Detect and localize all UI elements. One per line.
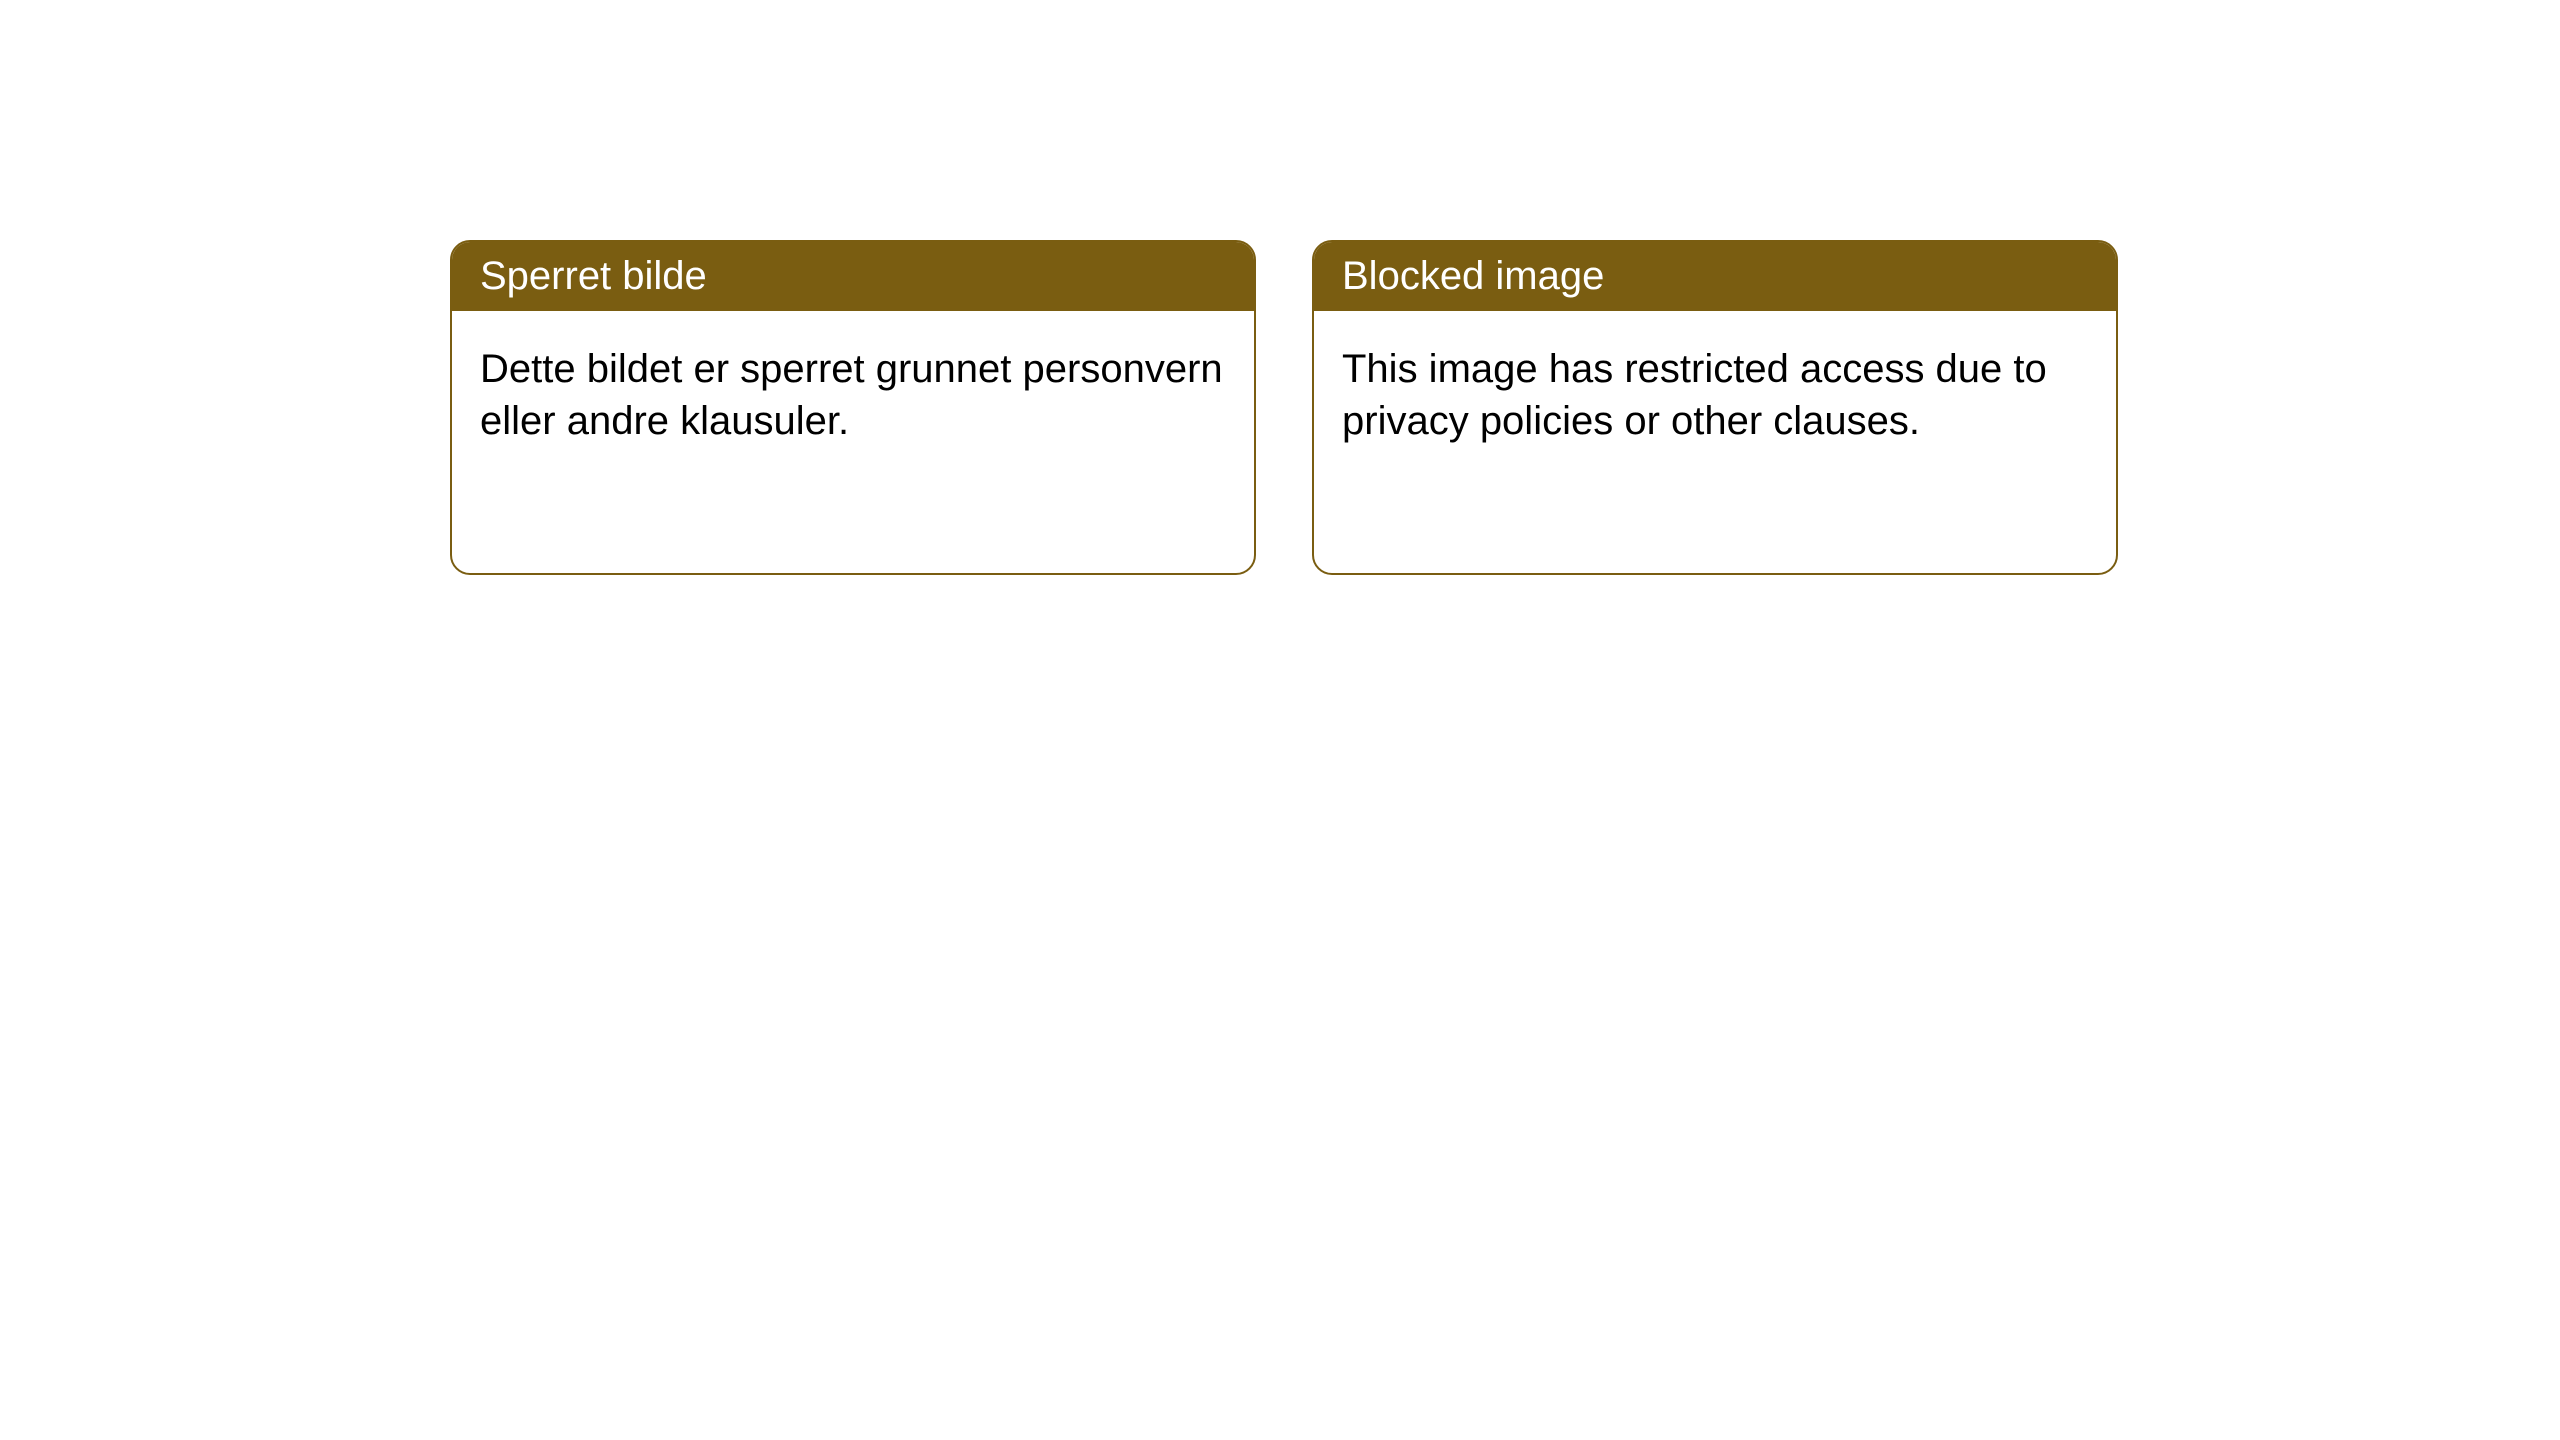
notice-title: Blocked image [1314,242,2116,311]
notice-body: This image has restricted access due to … [1314,311,2116,479]
notice-card-english: Blocked image This image has restricted … [1312,240,2118,575]
notice-title: Sperret bilde [452,242,1254,311]
notice-body: Dette bildet er sperret grunnet personve… [452,311,1254,479]
notices-container: Sperret bilde Dette bildet er sperret gr… [0,0,2560,575]
notice-card-norwegian: Sperret bilde Dette bildet er sperret gr… [450,240,1256,575]
